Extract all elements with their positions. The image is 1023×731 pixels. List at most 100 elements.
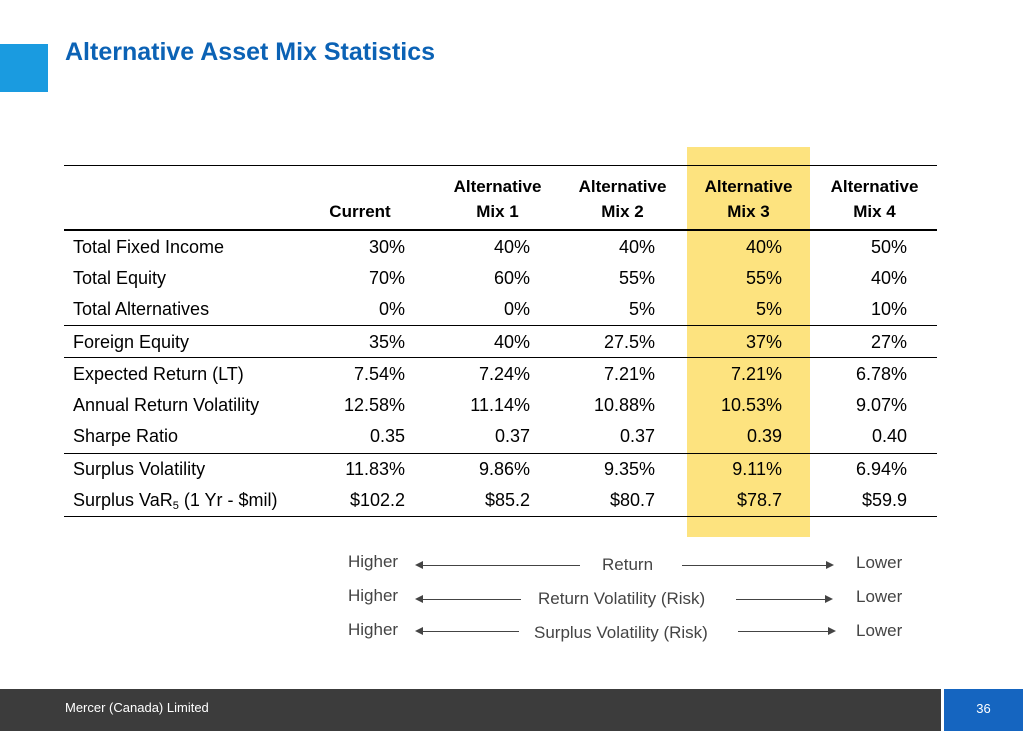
cell-mix4: 9.07%	[855, 395, 907, 415]
left-arrow-icon	[415, 595, 521, 603]
legend-left-label: Higher	[348, 620, 399, 639]
cell-mix2: 40%	[618, 237, 655, 257]
footer-bar: Mercer (Canada) Limited 36	[0, 689, 1023, 731]
row-label-prefix: Surplus VaR	[73, 490, 173, 510]
col-header-current: Current	[310, 174, 410, 224]
cell-mix2: 27.5%	[603, 332, 655, 352]
table-row: Surplus Volatility 11.83% 9.86% 9.35% 9.…	[0, 454, 1023, 485]
cell-mix1: 60%	[493, 268, 530, 288]
right-arrow-icon	[736, 595, 833, 603]
cell-mix2: 5%	[628, 299, 655, 319]
col-header-line2: Mix 4	[853, 202, 896, 221]
cell-mix3: 9.11%	[732, 459, 782, 479]
page-number: 36	[976, 701, 991, 716]
page-title: Alternative Asset Mix Statistics	[65, 38, 436, 66]
cell-mix3: 10.53%	[720, 395, 782, 415]
cell-mix2: 55%	[618, 268, 655, 288]
cell-mix1: 0.37	[494, 426, 530, 446]
legend-right-label: Lower	[856, 621, 903, 640]
cell-mix2: 0.37	[619, 426, 655, 446]
row-label: Surplus Volatility	[73, 459, 206, 479]
col-header-line1: Alternative	[578, 177, 667, 196]
row-label: Foreign Equity	[73, 332, 190, 352]
col-header-line1: Alternative	[830, 177, 919, 196]
mix3-highlight-column	[687, 147, 810, 537]
cell-current: 70%	[368, 268, 405, 288]
table-row: Surplus VaR5 (1 Yr - $mil) $102.2 $85.2 …	[0, 485, 1023, 516]
cell-mix4: $59.9	[861, 490, 907, 510]
legend-center-label: Return Volatility (Risk)	[538, 589, 706, 608]
cell-current: 30%	[368, 237, 405, 257]
cell-mix2: 10.88%	[593, 395, 655, 415]
table-bottom-rule	[64, 516, 937, 517]
cell-mix3: 5%	[755, 299, 782, 319]
cell-mix1: 40%	[493, 237, 530, 257]
right-arrow-icon	[682, 561, 834, 569]
row-label: Total Alternatives	[73, 299, 210, 319]
cell-current: 12.58%	[343, 395, 405, 415]
table-row: Foreign Equity 35% 40% 27.5% 37% 27%	[0, 327, 1023, 358]
cell-current: 0.35	[369, 426, 405, 446]
col-header-line2: Mix 3	[727, 202, 770, 221]
left-arrow-icon	[415, 561, 580, 569]
cell-mix4: 6.94%	[855, 459, 907, 479]
col-header-mix2: Alternative Mix 2	[565, 174, 680, 224]
row-label-subscript: 5	[172, 500, 179, 512]
table-row: Expected Return (LT) 7.54% 7.24% 7.21% 7…	[0, 359, 1023, 390]
cell-mix3: 37%	[745, 332, 782, 352]
cell-mix1: 11.14%	[470, 395, 530, 415]
cell-mix1: 7.24%	[478, 364, 530, 384]
legend-right-label: Lower	[856, 553, 903, 572]
row-label: Expected Return (LT)	[73, 364, 244, 384]
left-arrow-icon	[415, 627, 519, 635]
cell-mix2: $80.7	[609, 490, 655, 510]
section-rule	[64, 453, 937, 454]
col-header-mix4: Alternative Mix 4	[816, 174, 933, 224]
table-row: Total Equity 70% 60% 55% 55% 40%	[0, 263, 1023, 294]
col-header-line1	[310, 174, 410, 199]
table-top-rule	[64, 165, 937, 166]
cell-mix4: 6.78%	[855, 364, 907, 384]
cell-mix1: $85.2	[484, 490, 530, 510]
table-row: Sharpe Ratio 0.35 0.37 0.37 0.39 0.40	[0, 421, 1023, 452]
row-label: Total Equity	[73, 268, 167, 288]
legend-return: Higher Return Lower	[0, 550, 1023, 580]
col-header-line1: Alternative	[704, 177, 793, 196]
cell-current: 0%	[378, 299, 405, 319]
table-row: Total Alternatives 0% 0% 5% 5% 10%	[0, 294, 1023, 325]
cell-mix1: 40%	[493, 332, 530, 352]
cell-current: 11.83%	[345, 459, 405, 479]
right-arrow-icon	[738, 627, 836, 635]
cell-mix4: 40%	[870, 268, 907, 288]
section-rule	[64, 357, 937, 358]
cell-mix3: 40%	[745, 237, 782, 257]
row-label: Sharpe Ratio	[73, 426, 179, 446]
page-number-box: 36	[941, 689, 1023, 731]
cell-mix3: $78.7	[736, 490, 782, 510]
cell-current: 35%	[368, 332, 405, 352]
cell-mix3: 0.39	[746, 426, 782, 446]
legend-center-label: Return	[602, 555, 654, 574]
accent-square	[0, 44, 48, 92]
col-header-line2: Mix 1	[476, 202, 519, 221]
header-bottom-rule	[64, 229, 937, 231]
table-row: Total Fixed Income 30% 40% 40% 40% 50%	[0, 232, 1023, 263]
col-header-mix3: Alternative Mix 3	[690, 174, 807, 224]
col-header-line2: Current	[329, 202, 391, 221]
cell-mix2: 7.21%	[603, 364, 655, 384]
row-label: Annual Return Volatility	[73, 395, 260, 415]
cell-mix4: 27%	[870, 332, 907, 352]
cell-current: 7.54%	[353, 364, 405, 384]
row-label: Total Fixed Income	[73, 237, 225, 257]
cell-mix4: 10%	[870, 299, 907, 319]
col-header-mix1: Alternative Mix 1	[440, 174, 555, 224]
cell-mix4: 0.40	[871, 426, 907, 446]
legend-return-volatility: Higher Return Volatility (Risk) Lower	[0, 584, 1023, 614]
cell-mix3: 7.21%	[730, 364, 782, 384]
row-label: Surplus VaR5 (1 Yr - $mil)	[73, 485, 278, 516]
col-header-line2: Mix 2	[601, 202, 644, 221]
table-row: Annual Return Volatility 12.58% 11.14% 1…	[0, 390, 1023, 421]
cell-current: $102.2	[349, 490, 405, 510]
cell-mix1: 0%	[503, 299, 530, 319]
section-rule	[64, 325, 937, 326]
